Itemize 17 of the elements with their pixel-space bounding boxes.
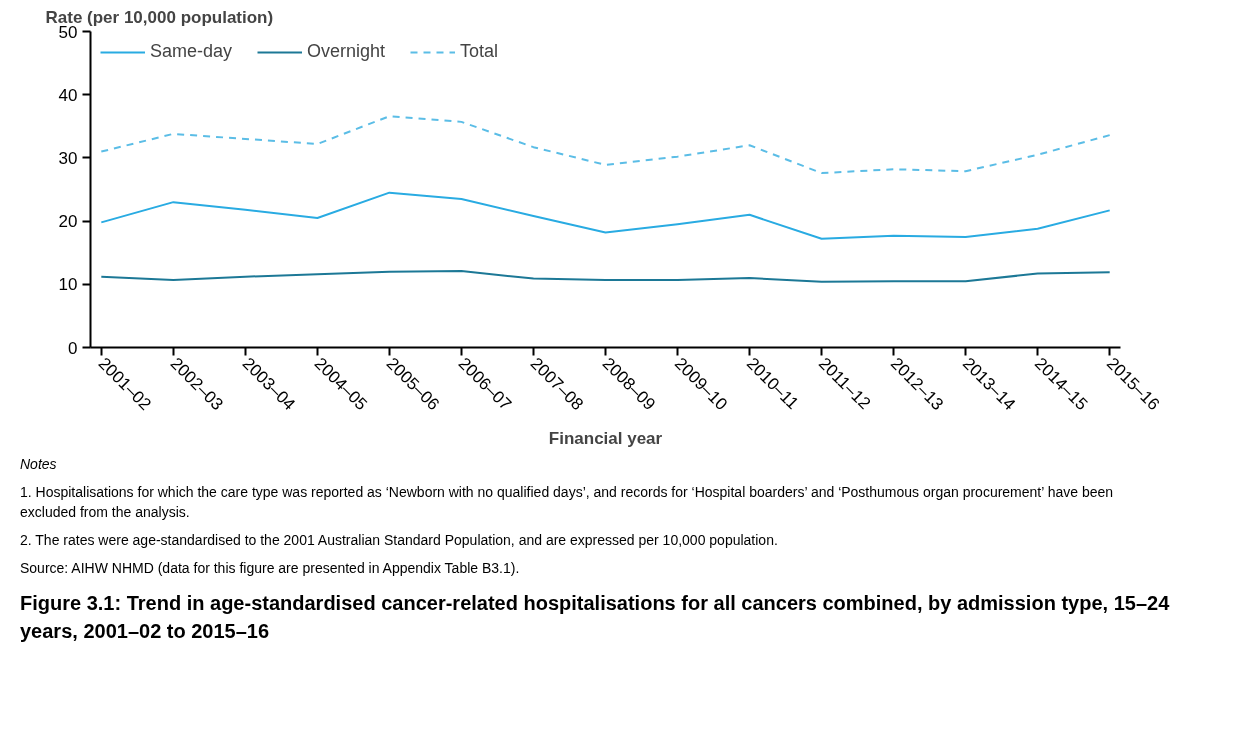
legend-label: Overnight — [307, 41, 386, 62]
source-note: Source: AIHW NHMD (data for this figure are presented in Appendix Table B3.1). — [20, 559, 520, 579]
legend-label: Same-day — [150, 41, 233, 62]
text: Figure 3.1: Trend in age-standardised cancer-related hospitalisations for all cancers combined, by admission type, 15–24 years, 2001–02 to 2015–16 — [20, 590, 1170, 645]
y-tick-label: 30 — [58, 148, 78, 168]
line-series — [100, 115, 1111, 175]
y-tick-label: 20 — [58, 212, 78, 232]
text: Notes — [20, 455, 57, 474]
legend-label: Total — [460, 41, 499, 62]
text: 1. Hospitalisations for which the care type was reported as ‘Newborn with no qualified days’, and records for ‘Hospital boarders’ and ‘Posthumous organ procurement’ have been excluded from the analysis. — [20, 483, 1115, 523]
y-tick-label: 40 — [58, 85, 78, 105]
line-series — [100, 191, 1111, 240]
text: 2. The rates were age-standardised to the 2001 Australian Standard Population, and are expressed per 10,000 population. — [20, 531, 778, 551]
y-tick-label: 0 — [68, 338, 78, 358]
line-series — [100, 270, 1111, 283]
y-tick-label: 10 — [58, 275, 78, 295]
x-axis-title: Financial year — [548, 428, 663, 448]
